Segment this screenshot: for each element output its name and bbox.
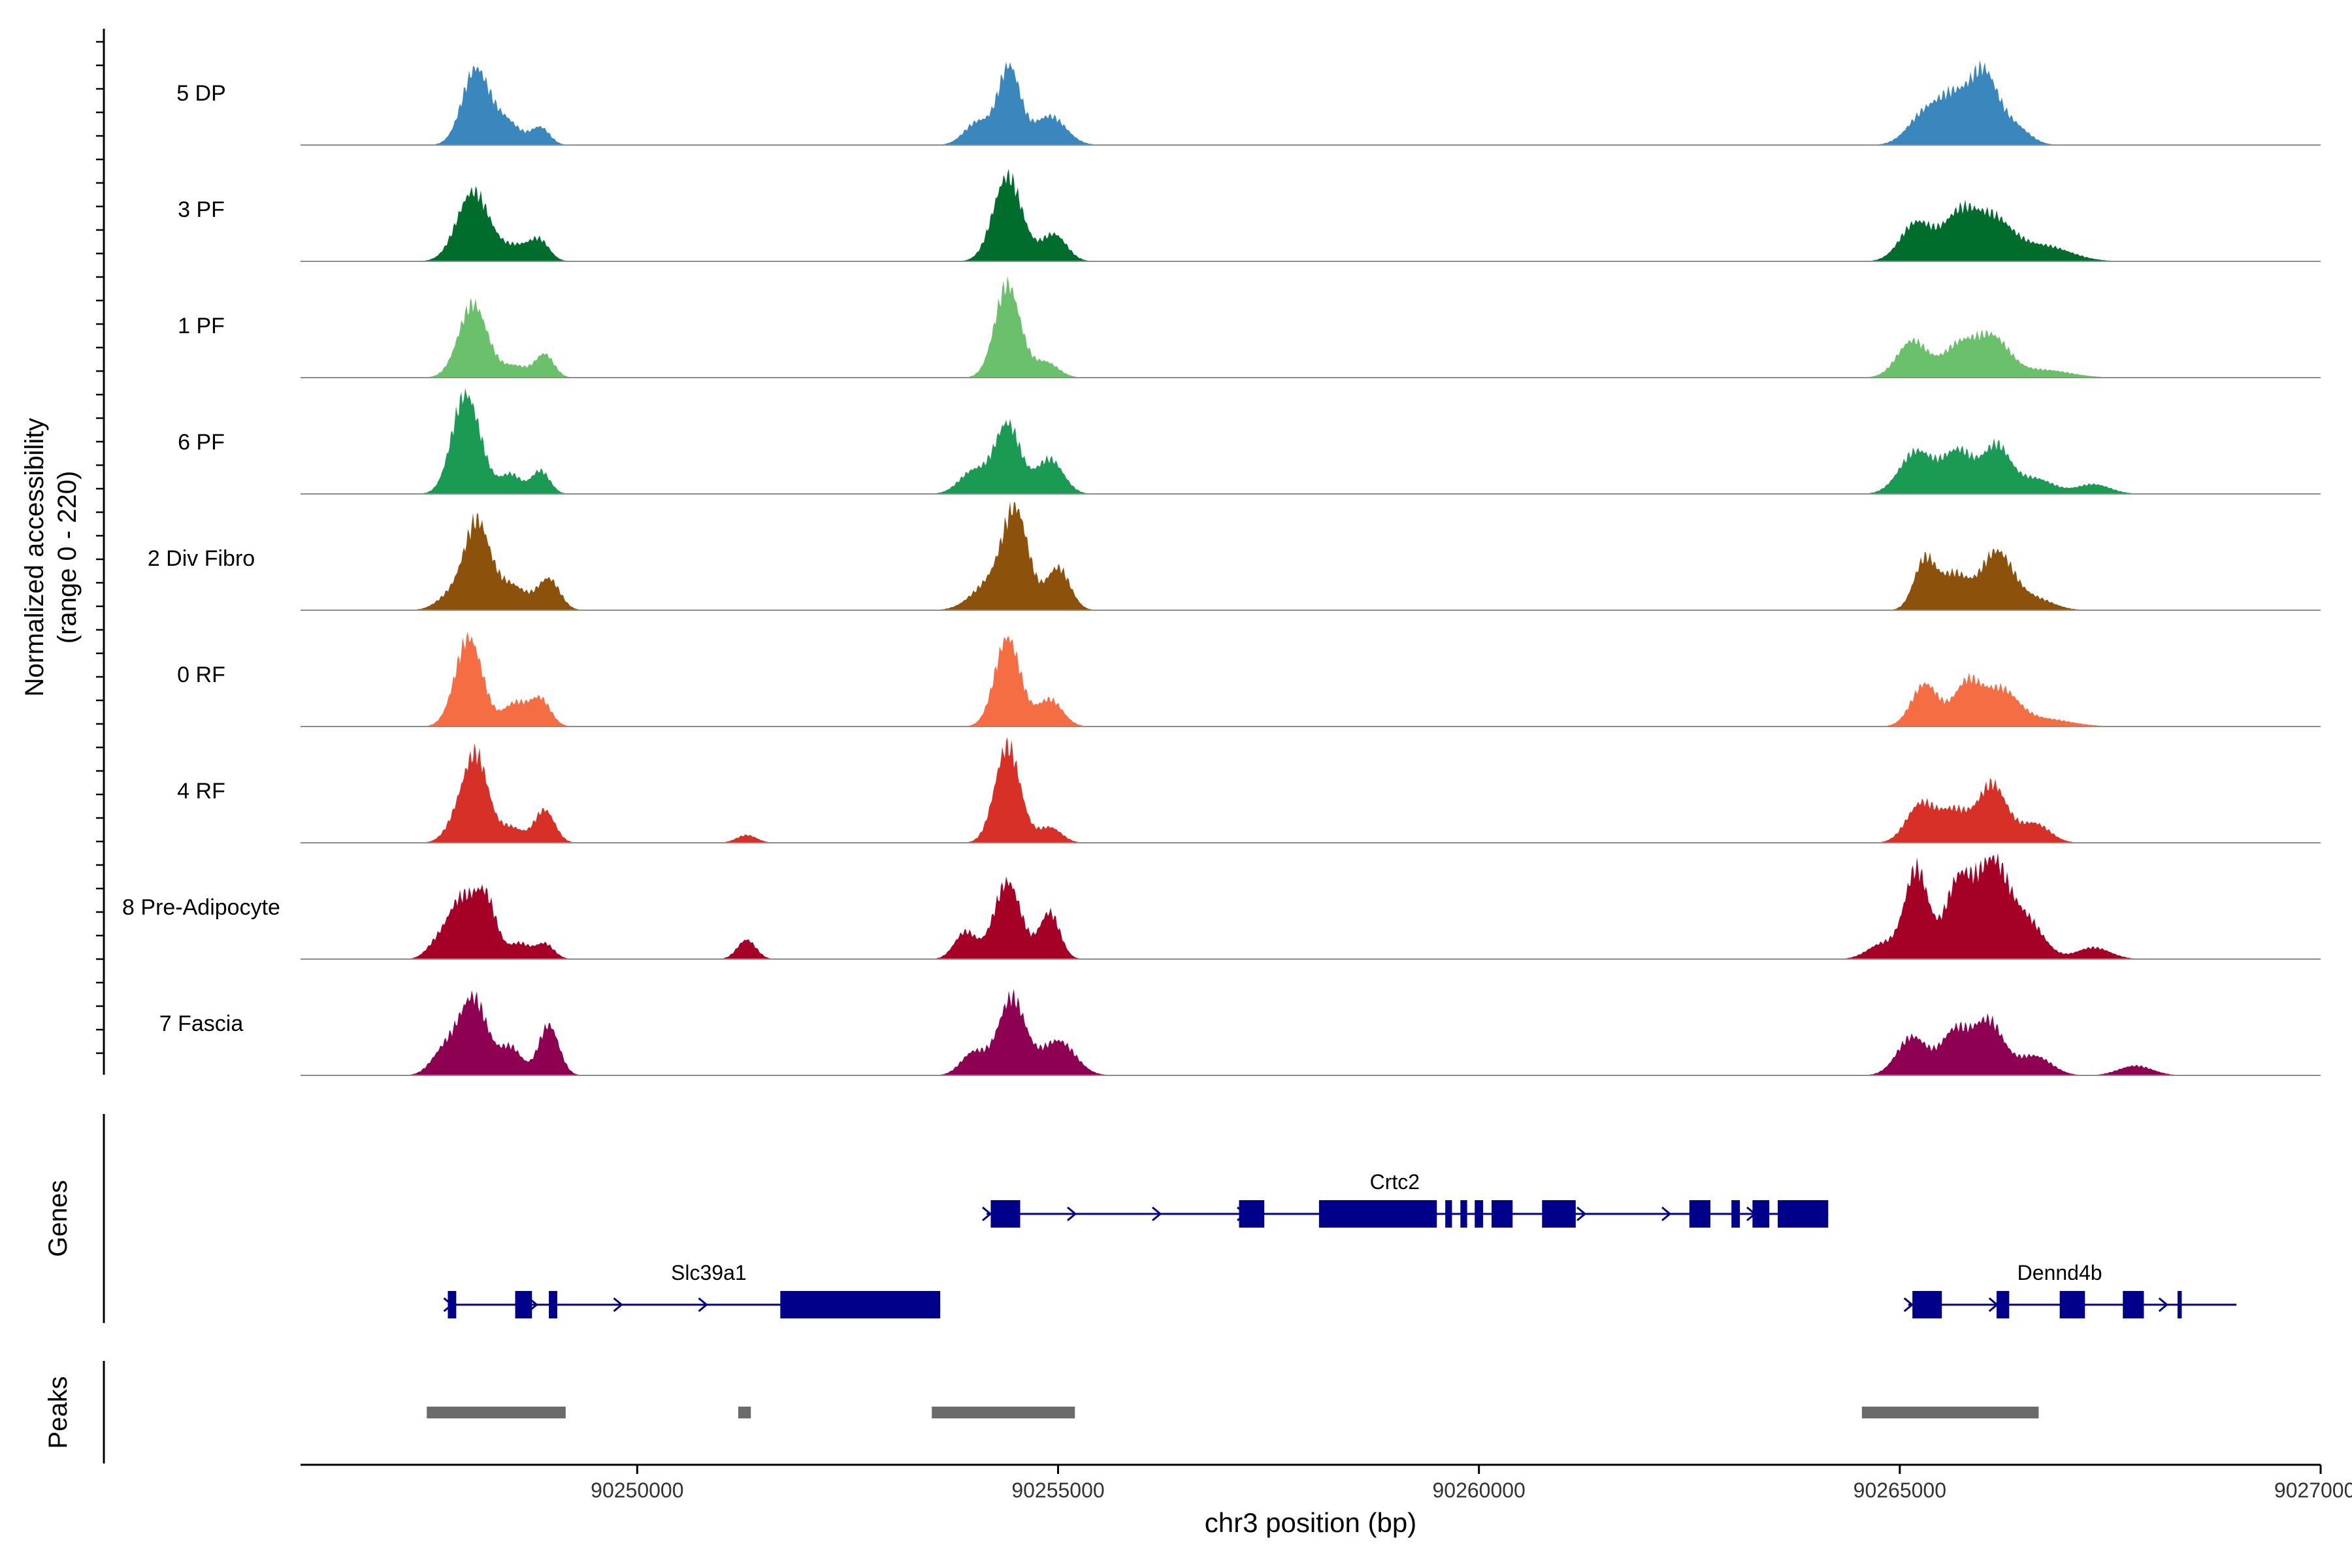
strand-arrow — [1576, 1206, 1587, 1222]
coverage-tracks: 5 DP 3 PF 1 PF 6 PF 2 Div Fibro 0 RF 4 RF 8 Pre… — [122, 60, 2321, 1076]
x-tick-label: 90260000 — [1432, 1478, 1525, 1502]
track-6: 0 RF — [177, 631, 2321, 727]
ylabel-line-1: Normalized accessibility — [20, 418, 49, 697]
gene-exon — [515, 1291, 532, 1318]
track-label-7: 4 RF — [177, 779, 225, 804]
track-7: 4 RF — [177, 737, 2321, 843]
gene-annotations: Crtc2 Slc39a1 Dennd4b — [443, 1170, 2237, 1318]
strand-arrow — [698, 1297, 708, 1313]
track-label-8: 8 Pre-Adipocyte — [122, 895, 280, 920]
track-8: 8 Pre-Adipocyte — [122, 853, 2321, 960]
gene-exon — [2059, 1291, 2085, 1318]
gene-exon — [2123, 1291, 2144, 1318]
track-4: 6 PF — [178, 387, 2321, 495]
gene-exon — [990, 1200, 1021, 1228]
coverage-y-axis-title: Normalized accessibility (range 0 - 220) — [20, 418, 82, 697]
track-label-5: 2 Div Fibro — [148, 546, 255, 571]
track-5: 2 Div Fibro — [148, 502, 2321, 611]
gene-exon — [1491, 1200, 1513, 1228]
gene-exon — [1318, 1200, 1437, 1228]
track-9: 7 Fascia — [159, 988, 2321, 1076]
x-axis-title: chr3 position (bp) — [1205, 1507, 1417, 1538]
x-tick-label: 90270000 — [2274, 1478, 2352, 1502]
track-label-4: 6 PF — [178, 430, 225, 455]
gene-exon — [1239, 1200, 1265, 1228]
x-tick-label: 90250000 — [591, 1478, 683, 1502]
x-tick-label: 90255000 — [1011, 1478, 1104, 1502]
track-2: 3 PF — [178, 169, 2321, 262]
ylabel-line-2: (range 0 - 220) — [53, 471, 82, 644]
track-area-2 — [301, 169, 2321, 261]
track-3: 1 PF — [178, 276, 2321, 378]
strand-arrow — [982, 1206, 992, 1222]
x-tick-label: 90265000 — [1854, 1478, 1946, 1502]
track-label-9: 7 Fascia — [159, 1011, 244, 1036]
track-label-1: 5 DP — [176, 81, 226, 106]
gene-exon — [1912, 1291, 1942, 1318]
peak-region — [932, 1407, 1075, 1418]
gene-exon — [1752, 1200, 1770, 1228]
gene-exon — [1542, 1200, 1576, 1228]
gene-name-label: Dennd4b — [2017, 1261, 2102, 1284]
track-label-2: 3 PF — [178, 197, 225, 222]
track-area-9 — [301, 988, 2321, 1075]
strand-arrow — [613, 1297, 623, 1313]
track-area-1 — [301, 60, 2321, 145]
gene-exon — [1689, 1200, 1710, 1228]
track-label-6: 0 RF — [177, 662, 225, 687]
coverage-y-ticks — [96, 41, 104, 1054]
track-area-7 — [301, 737, 2321, 843]
track-label-3: 1 PF — [178, 314, 225, 338]
gene-name-label: Slc39a1 — [671, 1261, 747, 1284]
strand-arrow — [1067, 1206, 1077, 1222]
gene-exon — [1475, 1200, 1484, 1228]
gene-2: Slc39a1 — [443, 1261, 941, 1318]
strand-arrow — [2158, 1297, 2169, 1313]
strand-arrow — [1661, 1206, 1672, 1222]
peaks-label: Peaks — [44, 1376, 73, 1448]
gene-exon — [780, 1291, 941, 1318]
gene-name-label: Crtc2 — [1370, 1170, 1420, 1194]
gene-1: Crtc2 — [982, 1170, 1829, 1228]
strand-arrow — [1903, 1297, 1914, 1313]
gene-exon — [2177, 1291, 2182, 1318]
track-area-3 — [301, 276, 2321, 378]
track-area-4 — [301, 387, 2321, 494]
gene-exon — [1731, 1200, 1740, 1228]
peak-region — [738, 1407, 751, 1418]
peak-region — [1861, 1407, 2039, 1418]
track-area-8 — [301, 853, 2321, 959]
track-area-6 — [301, 631, 2321, 727]
gene-exon — [1445, 1200, 1452, 1228]
track-area-5 — [301, 502, 2321, 610]
track-1: 5 DP — [176, 60, 2321, 146]
genes-label: Genes — [44, 1180, 73, 1257]
x-axis-ticks: 90250000 90255000 90260000 90265000 90270000 — [591, 1465, 2352, 1502]
gene-exon — [549, 1291, 557, 1318]
peak-region — [427, 1407, 566, 1418]
gene-3: Dennd4b — [1903, 1261, 2237, 1318]
gene-exon — [1778, 1200, 1829, 1228]
gene-exon — [1996, 1291, 2010, 1318]
gene-exon — [1460, 1200, 1467, 1228]
strand-arrow — [1152, 1206, 1162, 1222]
peak-regions — [427, 1407, 2039, 1418]
gene-exon — [448, 1291, 457, 1318]
